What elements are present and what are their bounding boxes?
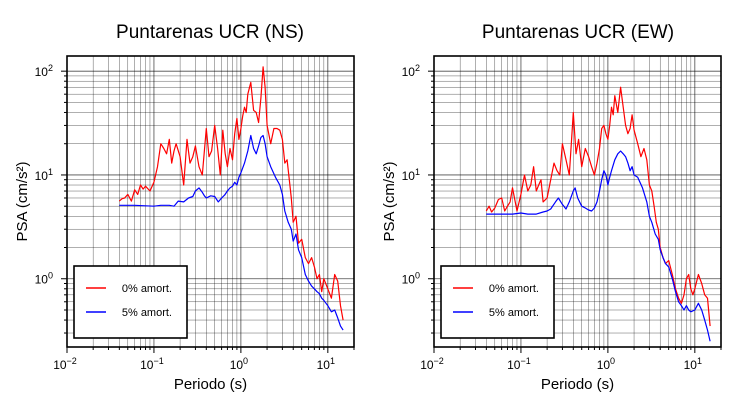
legend-label-amort-5: 5% amort.	[122, 307, 172, 319]
x-tick-label: 100	[597, 356, 615, 372]
grid	[67, 56, 354, 347]
x-tick-label: 10−2	[53, 356, 77, 372]
x-tick-label: 10−1	[140, 356, 164, 372]
series-line-amort-5	[486, 150, 711, 342]
chart-title: Puntarenas UCR (NS)	[116, 22, 304, 43]
series-line-amort-0	[485, 86, 711, 327]
series-line-amort-5	[119, 134, 344, 331]
legend: 0% amort. 5% amort.	[73, 265, 188, 339]
x-tick-label: 101	[317, 356, 335, 372]
x-axis-label: Periodo (s)	[174, 376, 247, 393]
y-tick-label: 101	[402, 167, 420, 183]
x-tick-label: 10−2	[420, 356, 444, 372]
chart-panel-ew: Puntarenas UCR (EW) 10−2 10−1 100 101 100 101 1…	[381, 22, 722, 393]
x-tick-label: 101	[684, 356, 702, 372]
y-tick-label: 101	[35, 167, 53, 183]
y-tick-label: 102	[35, 63, 53, 79]
legend-label-amort-5: 5% amort.	[489, 307, 539, 319]
chart-panel-ns: Puntarenas UCR (NS) 10−2 10−1 100 101 100 101 1…	[14, 22, 355, 393]
y-axis-label: PSA (cm/s²)	[14, 161, 31, 241]
legend: 0% amort. 5% amort.	[440, 265, 555, 339]
x-tick-label: 100	[230, 356, 248, 372]
x-axis-label: Periodo (s)	[541, 376, 614, 393]
plot-frame	[66, 55, 355, 348]
legend-box	[440, 265, 555, 339]
legend-label-amort-0: 0% amort.	[489, 283, 539, 295]
legend-label-amort-0: 0% amort.	[122, 283, 172, 295]
y-tick-label: 100	[35, 271, 53, 287]
x-tick-label: 10−1	[507, 356, 531, 372]
y-axis-label: PSA (cm/s²)	[381, 161, 398, 241]
legend-box	[73, 265, 188, 339]
y-tick-label: 102	[402, 63, 420, 79]
plot-frame	[433, 55, 722, 348]
y-tick-label: 100	[402, 271, 420, 287]
series-line-amort-0	[118, 66, 344, 321]
chart-title: Puntarenas UCR (EW)	[482, 22, 674, 43]
